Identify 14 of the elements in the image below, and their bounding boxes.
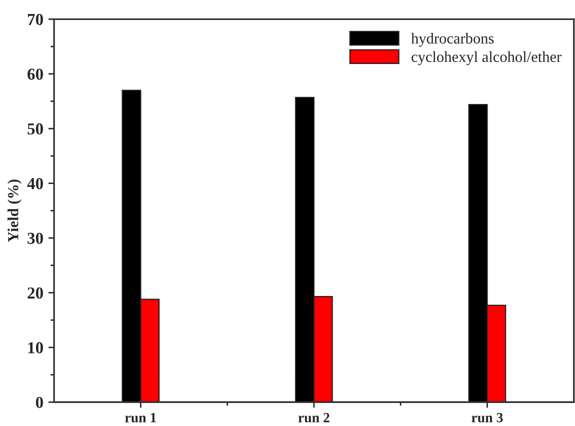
- x-tick-label: run 1: [125, 413, 156, 422]
- y-tick-label: 50: [28, 123, 43, 135]
- y-tick-label: 10: [28, 342, 43, 354]
- y-tick-label: 0: [36, 396, 43, 408]
- y-tick-label: 20: [28, 287, 43, 299]
- y-tick-label: 60: [28, 68, 43, 80]
- y-axis-title: Yield (%): [8, 180, 22, 242]
- x-tick-label: run 3: [472, 413, 503, 422]
- legend-label: hydrocarbons: [411, 32, 494, 47]
- y-tick-label: 40: [27, 178, 43, 190]
- y-tick-label: 70: [28, 14, 43, 26]
- x-tick-label: run 2: [298, 413, 330, 422]
- y-tick-label: 30: [28, 232, 43, 244]
- legend-label: cyclohexyl alcohol/ether: [412, 51, 562, 66]
